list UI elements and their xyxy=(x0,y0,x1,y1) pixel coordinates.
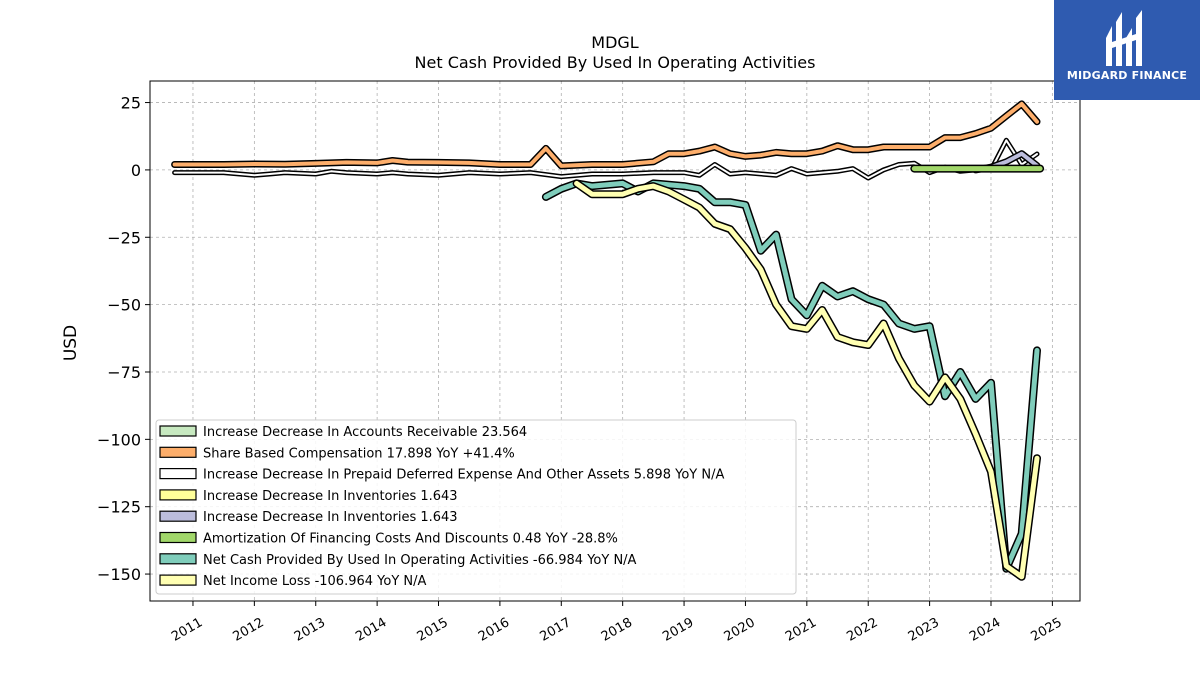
x-tick-label: 2013 xyxy=(292,615,328,645)
legend-swatch xyxy=(159,489,197,501)
legend-label: Net Income Loss -106.964 YoY N/A xyxy=(203,574,426,589)
legend-label: Net Cash Provided By Used In Operating A… xyxy=(203,553,637,568)
y-tick-label: 25 xyxy=(121,94,141,113)
legend-label: Share Based Compensation 17.898 YoY +41.… xyxy=(203,446,515,461)
legend-label: Amortization Of Financing Costs And Disc… xyxy=(203,532,618,547)
x-tick-label: 2015 xyxy=(415,615,451,645)
legend: Increase Decrease In Accounts Receivable… xyxy=(155,419,797,595)
y-tick-label: −75 xyxy=(107,363,141,382)
legend-label: Increase Decrease In Inventories 1.643 xyxy=(203,510,458,525)
x-tick-label: 2019 xyxy=(660,615,696,645)
x-tick-label: 2017 xyxy=(537,615,573,645)
series-line-1 xyxy=(172,101,1039,168)
series-line-7 xyxy=(574,180,1040,580)
brand-name: MIDGARD FINANCE xyxy=(1066,69,1188,82)
plot-frame xyxy=(149,80,1081,602)
x-axis: 2011 2012 2013 2014 2015 2016 2017 2018 2019 2020… xyxy=(169,601,1065,645)
chart-subtitle: Net Cash Provided By Used In Operating A… xyxy=(415,53,816,72)
midgard-logo-icon xyxy=(1106,10,1142,66)
chart-title: MDGL xyxy=(591,33,639,52)
x-tick-label: 2021 xyxy=(783,615,819,645)
y-tick-label: 0 xyxy=(131,161,141,180)
legend-swatch xyxy=(159,468,197,480)
x-tick-label: 2022 xyxy=(844,615,880,645)
legend-swatch xyxy=(159,553,197,565)
legend-label: Increase Decrease In Inventories 1.643 xyxy=(203,489,458,504)
x-tick-label: 2014 xyxy=(353,615,389,645)
y-axis: 25 0 −25 −50 −75 −100 −125 −150 xyxy=(97,94,150,584)
y-tick-label: −100 xyxy=(97,430,141,449)
y-tick-label: −25 xyxy=(107,228,141,247)
legend-swatch xyxy=(159,531,197,544)
legend-label: Increase Decrease In Accounts Receivable… xyxy=(203,425,527,440)
series-group xyxy=(171,100,1045,581)
x-tick-label: 2011 xyxy=(169,615,205,645)
y-tick-label: −50 xyxy=(107,296,141,315)
y-tick-label: −150 xyxy=(97,565,141,584)
x-tick-label: 2023 xyxy=(906,615,942,645)
series-outline-1 xyxy=(171,100,1041,170)
y-axis-label: USD xyxy=(61,325,81,361)
x-tick-label: 2020 xyxy=(722,615,758,645)
legend-swatch xyxy=(159,425,197,437)
y-tick-label: −125 xyxy=(97,498,141,517)
x-tick-label: 2024 xyxy=(967,615,1003,645)
x-tick-label: 2025 xyxy=(1029,615,1065,645)
x-tick-label: 2012 xyxy=(231,615,267,645)
legend-box xyxy=(155,419,797,595)
legend-swatch xyxy=(159,574,197,586)
legend-label: Increase Decrease In Prepaid Deferred Ex… xyxy=(203,468,724,483)
legend-swatch xyxy=(159,510,197,522)
legend-swatch xyxy=(159,446,197,458)
brand-logo: MIDGARD FINANCE xyxy=(1054,0,1200,100)
x-tick-label: 2018 xyxy=(599,615,635,645)
x-tick-label: 2016 xyxy=(476,615,512,645)
